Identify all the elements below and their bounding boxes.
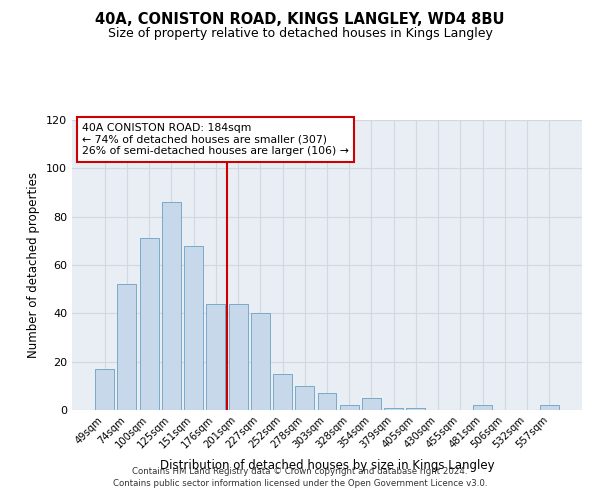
Bar	[95, 369, 114, 410]
Bar	[340, 405, 359, 410]
Bar	[162, 202, 181, 410]
Text: 40A, CONISTON ROAD, KINGS LANGLEY, WD4 8BU: 40A, CONISTON ROAD, KINGS LANGLEY, WD4 8…	[95, 12, 505, 28]
Bar	[384, 408, 403, 410]
Bar	[362, 398, 381, 410]
Bar	[118, 284, 136, 410]
Text: Size of property relative to detached houses in Kings Langley: Size of property relative to detached ho…	[107, 28, 493, 40]
Bar	[251, 314, 270, 410]
Bar	[229, 304, 248, 410]
Bar	[406, 408, 425, 410]
Text: Contains HM Land Registry data © Crown copyright and database right 2024.: Contains HM Land Registry data © Crown c…	[132, 467, 468, 476]
Text: 40A CONISTON ROAD: 184sqm
← 74% of detached houses are smaller (307)
26% of semi: 40A CONISTON ROAD: 184sqm ← 74% of detac…	[82, 123, 349, 156]
Bar	[206, 304, 225, 410]
Text: Contains public sector information licensed under the Open Government Licence v3: Contains public sector information licen…	[113, 478, 487, 488]
Bar	[540, 405, 559, 410]
Bar	[184, 246, 203, 410]
X-axis label: Distribution of detached houses by size in Kings Langley: Distribution of detached houses by size …	[160, 459, 494, 472]
Bar	[317, 393, 337, 410]
Bar	[273, 374, 292, 410]
Y-axis label: Number of detached properties: Number of detached properties	[28, 172, 40, 358]
Bar	[295, 386, 314, 410]
Bar	[473, 405, 492, 410]
Bar	[140, 238, 158, 410]
